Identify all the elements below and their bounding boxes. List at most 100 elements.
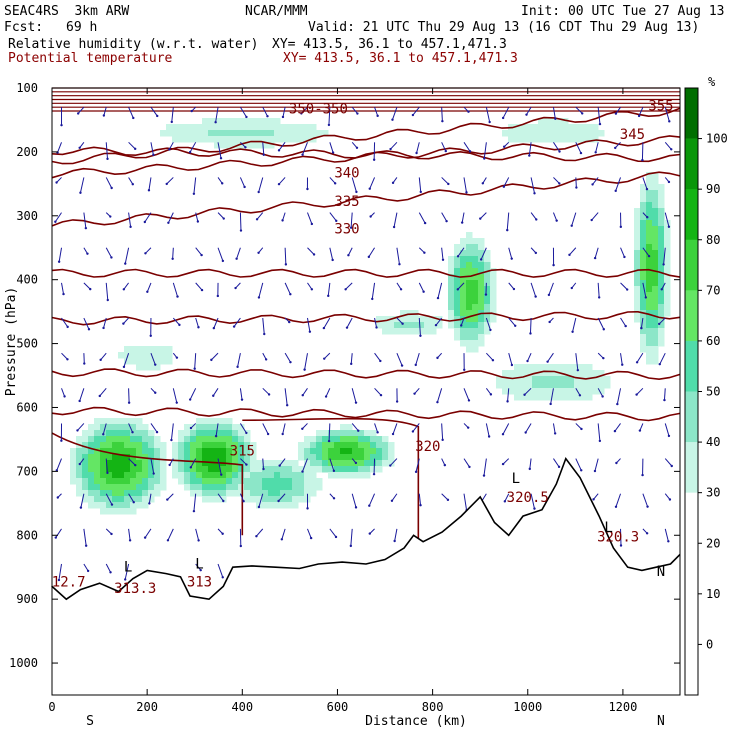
rh-cell xyxy=(640,274,647,281)
rh-cell xyxy=(556,376,563,383)
wind-vector xyxy=(105,493,113,505)
wind-vector-head xyxy=(327,123,331,127)
wind-vector-head xyxy=(579,151,583,155)
rh-cell xyxy=(118,460,125,467)
rh-cell xyxy=(544,394,551,401)
wind-vector-head xyxy=(578,394,582,397)
rh-cell xyxy=(142,502,149,509)
wind-vector xyxy=(575,388,581,396)
rh-cell xyxy=(544,118,551,125)
rh-cell xyxy=(322,442,329,449)
rh-cell xyxy=(484,298,491,305)
rh-cell xyxy=(520,394,527,401)
rh-cell xyxy=(94,484,101,491)
wind-vector-head xyxy=(533,507,536,510)
rh-cell xyxy=(148,478,155,485)
rh-cell xyxy=(304,472,311,479)
wind-vector-head xyxy=(371,297,374,301)
rh-cell xyxy=(460,238,467,245)
rh-cell xyxy=(310,472,317,479)
wind-vector-head xyxy=(436,356,439,360)
wind-vector xyxy=(502,423,510,435)
rh-cell xyxy=(634,310,641,317)
wind-vector-head xyxy=(547,293,551,297)
rh-cell xyxy=(160,346,167,353)
rh-cell xyxy=(82,460,89,467)
rh-cell xyxy=(178,430,185,437)
wind-vector-head xyxy=(468,465,471,469)
wind-vector xyxy=(661,282,666,290)
rh-cell xyxy=(208,424,215,431)
wind-vector xyxy=(217,493,224,502)
rh-cell xyxy=(304,484,311,491)
rh-cell xyxy=(382,460,389,467)
wind-vector-head xyxy=(447,182,450,186)
rh-cell xyxy=(142,484,149,491)
rh-cell xyxy=(226,448,233,455)
rh-cell xyxy=(154,436,161,443)
rh-cell xyxy=(640,262,647,269)
rh-cell xyxy=(244,448,251,455)
rh-cell xyxy=(580,388,587,395)
rh-cell xyxy=(640,202,647,209)
rh-cell xyxy=(76,490,83,497)
wind-vector-head xyxy=(55,181,58,184)
rh-cell xyxy=(280,466,287,473)
wind-vector-head xyxy=(277,182,281,186)
theta-contour xyxy=(51,368,681,381)
rh-cell xyxy=(592,376,599,383)
wind-vector xyxy=(329,528,337,538)
wind-vector-head xyxy=(322,326,326,330)
rh-cell xyxy=(466,238,473,245)
rh-cell xyxy=(82,490,89,497)
rh-cell xyxy=(226,466,233,473)
wind-vector xyxy=(217,563,224,578)
wind-vector-head xyxy=(197,539,200,542)
rh-cell xyxy=(646,280,653,287)
rh-cell xyxy=(82,466,89,473)
rh-cell xyxy=(196,484,203,491)
rh-cell xyxy=(346,460,353,467)
rh-cell xyxy=(118,418,125,425)
rh-cell xyxy=(376,436,383,443)
rh-cell xyxy=(124,478,131,485)
wind-vector xyxy=(278,493,286,502)
theta-contour-label: 350-350 xyxy=(289,102,348,118)
rh-cell xyxy=(364,460,371,467)
rh-cell xyxy=(634,238,641,245)
theta-contour xyxy=(51,406,681,422)
rh-cell xyxy=(238,436,245,443)
rh-cell xyxy=(154,442,161,449)
rh-cell xyxy=(280,130,287,137)
wind-vector xyxy=(172,317,180,326)
theta-contour xyxy=(51,146,681,163)
rh-cell xyxy=(406,328,413,335)
rh-cell xyxy=(304,460,311,467)
rh-cell xyxy=(196,466,203,473)
rh-cell xyxy=(112,448,119,455)
rh-cell xyxy=(130,346,137,353)
rh-cell xyxy=(568,370,575,377)
wind-vector xyxy=(278,142,286,151)
wind-vector-head xyxy=(281,432,284,436)
rh-cell xyxy=(388,454,395,461)
y-tick-label: 800 xyxy=(16,528,38,542)
rh-cell xyxy=(184,460,191,467)
wind-vector-head xyxy=(219,157,223,160)
rh-cell xyxy=(664,238,671,245)
rh-cell xyxy=(262,496,269,503)
rh-cell xyxy=(406,322,413,329)
rh-cell xyxy=(136,424,143,431)
wind-vector-head xyxy=(349,544,353,548)
wind-vector-head xyxy=(122,288,126,291)
rh-cell xyxy=(118,478,125,485)
rh-cell xyxy=(460,268,467,275)
wind-vector-head xyxy=(621,363,624,366)
rh-cell xyxy=(646,196,653,203)
rh-cell xyxy=(454,244,461,251)
wind-vector xyxy=(172,388,178,403)
rh-cell xyxy=(538,376,545,383)
rh-cell xyxy=(640,256,647,263)
rh-cell xyxy=(292,490,299,497)
